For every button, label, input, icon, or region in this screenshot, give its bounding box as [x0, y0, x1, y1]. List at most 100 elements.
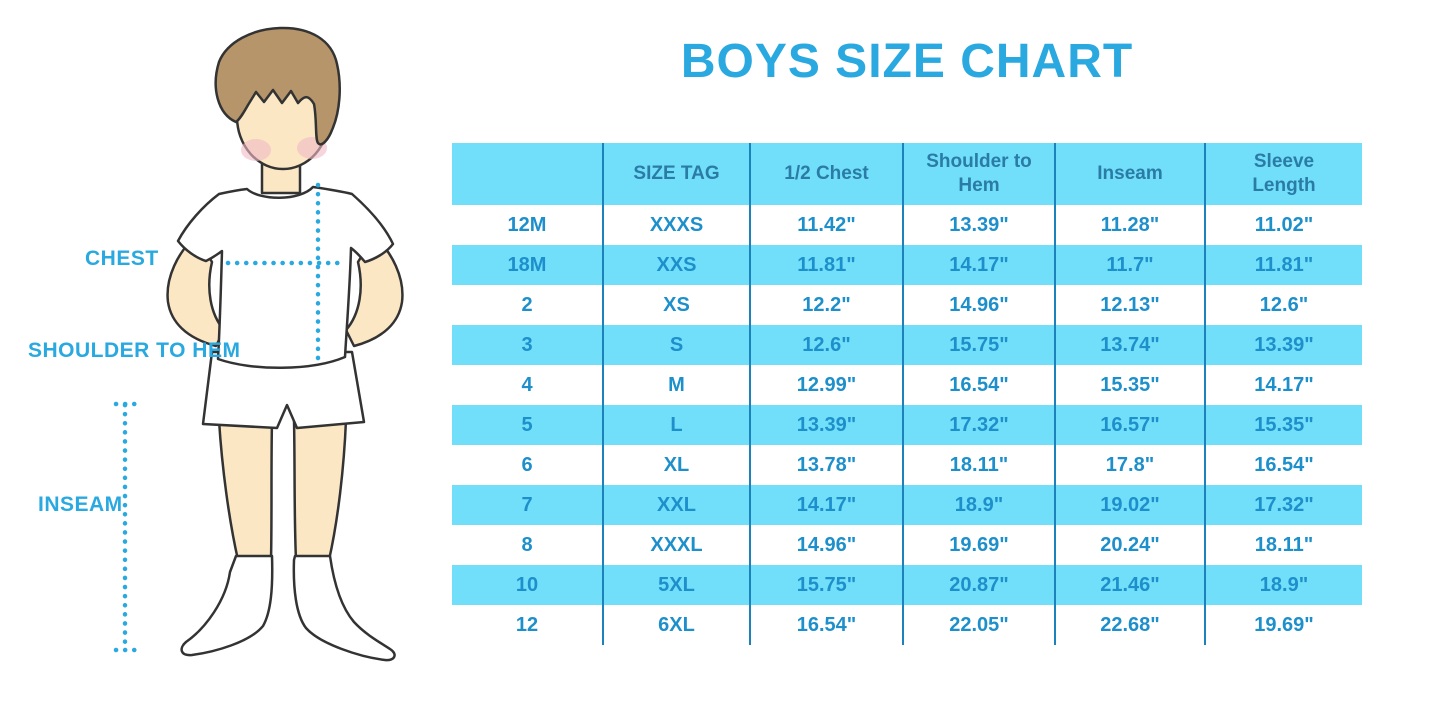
value-cell: 14.17"	[902, 245, 1055, 285]
page-title: BOYS SIZE CHART	[680, 35, 1134, 88]
table-row: 3 S 12.6" 15.75" 13.74" 13.39"	[452, 325, 1362, 365]
value-cell: 15.75"	[902, 325, 1055, 365]
size-cell: 2	[521, 293, 533, 316]
value-cell: 11.42"	[749, 205, 903, 245]
value-cell: 14.96"	[902, 285, 1055, 325]
header-row: SIZE TAG 1/2 Chest Shoulder to Hem Inseam Sl…	[452, 143, 1362, 205]
shoulder-to-hem-label: SHOULDER TO HEM	[28, 339, 241, 362]
value-cell: 13.39"	[1204, 325, 1362, 365]
value-cell: L	[602, 405, 750, 445]
size-cell: 8	[521, 533, 533, 556]
value-cell: 19.02"	[1054, 485, 1205, 525]
value-cell: 18.11"	[1204, 525, 1362, 565]
boys-size-table: SIZE TAG 1/2 Chest Shoulder to Hem Inseam Sl…	[452, 143, 1362, 645]
value-cell: 18.9"	[902, 485, 1055, 525]
value-cell: 16.54"	[1204, 445, 1362, 485]
inseam-label: INSEAM	[38, 493, 123, 516]
value-cell: M	[602, 365, 750, 405]
value-cell: XXS	[602, 245, 750, 285]
column-header: Shoulder to Hem	[902, 143, 1055, 205]
value-cell: 16.57"	[1054, 405, 1205, 445]
left-arm	[166, 234, 226, 348]
value-cell: 17.32"	[1204, 485, 1362, 525]
right-sock	[292, 554, 396, 662]
right-arm	[344, 234, 404, 348]
value-cell: 11.28"	[1054, 205, 1205, 245]
table-row: 4 M 12.99" 16.54" 15.35" 14.17"	[452, 365, 1362, 405]
value-cell: 11.7"	[1054, 245, 1205, 285]
value-cell: XL	[602, 445, 750, 485]
value-cell: 13.74"	[1054, 325, 1205, 365]
left-sock	[180, 554, 274, 657]
value-cell: 14.96"	[749, 525, 903, 565]
table-row: 10 5XL 15.75" 20.87" 21.46" 18.9"	[452, 565, 1362, 605]
value-cell: 22.05"	[902, 605, 1055, 645]
size-cell: 3	[521, 333, 533, 356]
table-row: 12 6XL 16.54" 22.05" 22.68" 19.69"	[452, 605, 1362, 645]
value-cell: 14.17"	[749, 485, 903, 525]
table-row: 6 XL 13.78" 18.11" 17.8" 16.54"	[452, 445, 1362, 485]
value-cell: 18.9"	[1204, 565, 1362, 605]
column-header: 1/2 Chest	[749, 143, 903, 205]
value-cell: 15.35"	[1204, 405, 1362, 445]
size-cell: 4	[521, 373, 533, 396]
size-cell: 5	[521, 413, 533, 436]
shirt	[176, 185, 395, 369]
table-body: 12M XXXS 11.42" 13.39" 11.28" 11.02" 18M XXS 11.…	[452, 205, 1362, 645]
size-cell: 12M	[507, 213, 547, 236]
size-cell: 10	[515, 573, 539, 596]
value-cell: 16.54"	[902, 365, 1055, 405]
size-cell: 12	[515, 613, 539, 636]
value-cell: 11.81"	[749, 245, 903, 285]
value-cell: 12.2"	[749, 285, 903, 325]
figure-panel: CHEST SHOULDER TO HEM INSEAM	[0, 0, 450, 723]
value-cell: 12.6"	[1204, 285, 1362, 325]
value-cell: 20.24"	[1054, 525, 1205, 565]
value-cell: 21.46"	[1054, 565, 1205, 605]
hair	[214, 26, 341, 146]
value-cell: 6XL	[602, 605, 750, 645]
corner-cell	[452, 143, 603, 205]
value-cell: 11.81"	[1204, 245, 1362, 285]
table-row: 18M XXS 11.81" 14.17" 11.7" 11.81"	[452, 245, 1362, 285]
value-cell: 12.99"	[749, 365, 903, 405]
chest-label: CHEST	[85, 247, 159, 270]
value-cell: XXL	[602, 485, 750, 525]
value-cell: 19.69"	[902, 525, 1055, 565]
size-cell: 18M	[507, 253, 547, 276]
table-row: 2 XS 12.2" 14.96" 12.13" 12.6"	[452, 285, 1362, 325]
value-cell: 15.75"	[749, 565, 903, 605]
right-leg	[292, 418, 348, 562]
value-cell: 12.13"	[1054, 285, 1205, 325]
value-cell: 19.69"	[1204, 605, 1362, 645]
value-cell: S	[602, 325, 750, 365]
value-cell: 5XL	[602, 565, 750, 605]
table-row: 12M XXXS 11.42" 13.39" 11.28" 11.02"	[452, 205, 1362, 245]
column-header: Sleeve Length	[1204, 143, 1362, 205]
value-cell: 14.17"	[1204, 365, 1362, 405]
value-cell: 22.68"	[1054, 605, 1205, 645]
value-cell: 20.87"	[902, 565, 1055, 605]
value-cell: XXXS	[602, 205, 750, 245]
table-row: 5 L 13.39" 17.32" 16.57" 15.35"	[452, 405, 1362, 445]
table-row: 8 XXXL 14.96" 19.69" 20.24" 18.11"	[452, 525, 1362, 565]
left-leg	[217, 418, 274, 562]
value-cell: 18.11"	[902, 445, 1055, 485]
value-cell: 15.35"	[1054, 365, 1205, 405]
value-cell: 16.54"	[749, 605, 903, 645]
value-cell: 17.8"	[1054, 445, 1205, 485]
size-cell: 6	[521, 453, 533, 476]
value-cell: XXXL	[602, 525, 750, 565]
column-header: Inseam	[1054, 143, 1205, 205]
size-cell: 7	[521, 493, 533, 516]
value-cell: 13.39"	[749, 405, 903, 445]
column-header: SIZE TAG	[602, 143, 750, 205]
value-cell: 11.02"	[1204, 205, 1362, 245]
value-cell: 13.39"	[902, 205, 1055, 245]
value-cell: 13.78"	[749, 445, 903, 485]
table-row: 7 XXL 14.17" 18.9" 19.02" 17.32"	[452, 485, 1362, 525]
left-cheek	[241, 139, 271, 161]
boy-illustration	[113, 26, 404, 662]
table-header: SIZE TAG 1/2 Chest Shoulder to Hem Inseam Sl…	[452, 143, 1362, 205]
